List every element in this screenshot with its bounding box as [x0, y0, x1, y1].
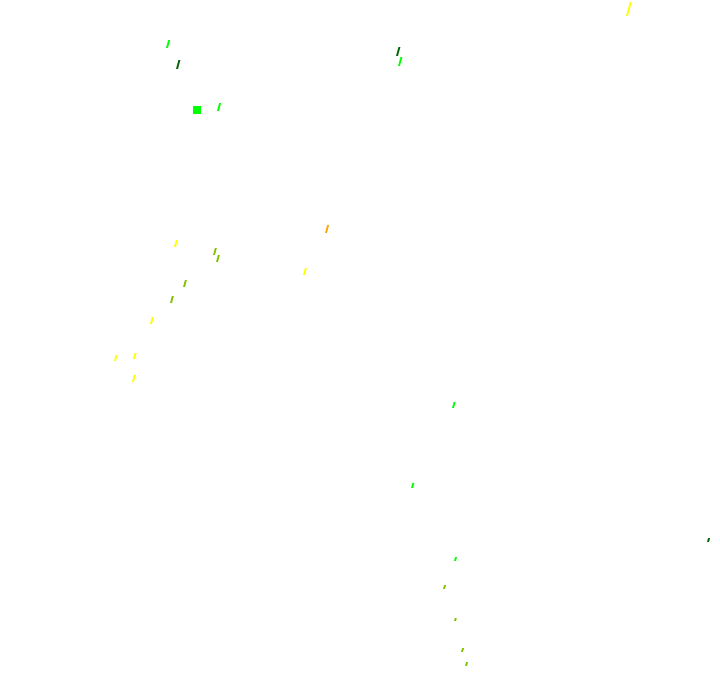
- mark-orange: [325, 225, 330, 233]
- mark-yellow: [626, 2, 632, 16]
- mark-olive: [170, 296, 174, 303]
- mark-lime-blob: [193, 106, 201, 114]
- mark-lime: [216, 103, 222, 111]
- mark-lime: [453, 557, 458, 561]
- mark-yellow: [132, 375, 136, 382]
- mark-yellow: [303, 268, 307, 275]
- mark-yellow: [174, 240, 178, 247]
- mark-lime: [452, 402, 456, 408]
- mark-olive: [464, 662, 469, 666]
- mark-olive: [183, 280, 187, 287]
- mark-yellow: [150, 317, 154, 324]
- mark-lime: [411, 483, 415, 488]
- mark-dark-green: [176, 60, 181, 69]
- mark-lime: [166, 40, 171, 48]
- mark-dark-green: [707, 538, 711, 542]
- mark-olive: [213, 248, 217, 255]
- mark-lime: [398, 57, 403, 66]
- mark-yellow: [133, 353, 137, 359]
- mark-yellow: [114, 355, 118, 361]
- mark-dark-green: [396, 47, 401, 56]
- mark-olive: [216, 255, 220, 262]
- mark-olive: [461, 648, 465, 652]
- mark-olive: [443, 585, 447, 589]
- mark-olive: [453, 618, 457, 621]
